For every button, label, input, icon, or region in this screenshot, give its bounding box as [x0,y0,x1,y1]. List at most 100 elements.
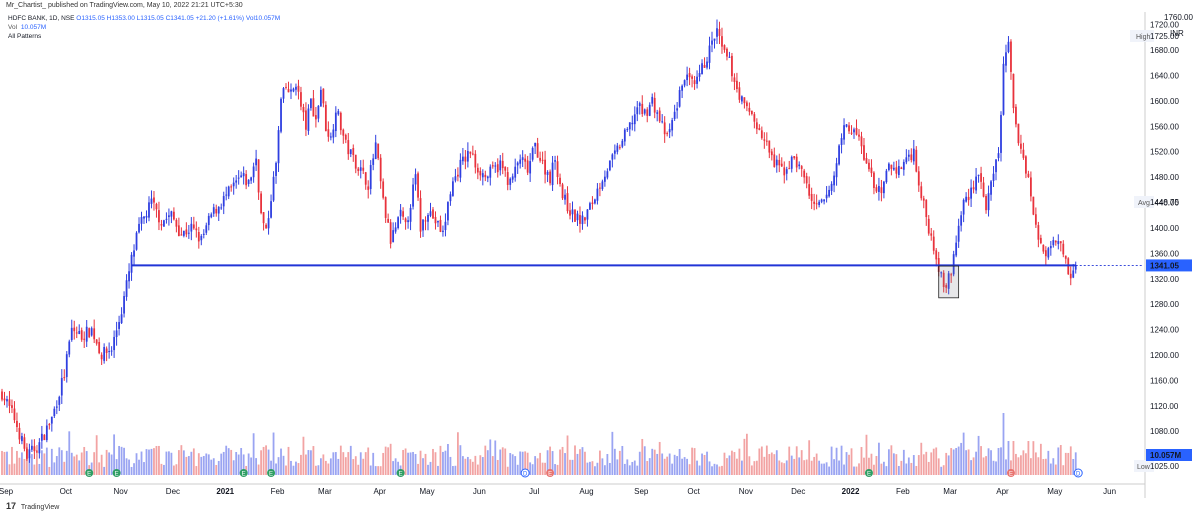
legend-vol-label[interactable]: Vol [8,24,18,31]
volume-bar [227,448,230,475]
candle-body [314,115,317,120]
tradingview-brand: TradingView [20,504,60,511]
volume-bar [713,463,716,475]
candle-body [820,199,823,202]
volume-bar [444,450,447,475]
candle-body [68,341,71,355]
candle-body [860,136,863,147]
candle-body [21,436,23,442]
volume-bar [384,446,387,475]
volume-badge [1146,449,1192,461]
candle-body [200,235,203,241]
candle-body [922,198,925,201]
volume-bar [1069,446,1072,475]
candle-body [359,167,362,171]
volume-bar [402,449,404,475]
volume-bar [252,433,255,475]
volume-bar [339,445,342,475]
volume-bar [217,460,220,475]
candle-body [686,74,688,81]
candle-body [287,89,290,93]
candle-body [1049,246,1052,249]
candle-body [848,125,850,132]
candle-body [780,163,783,167]
candle-body [539,157,542,161]
volume-bar [48,466,51,475]
volume-bar [105,449,108,475]
legend-symbol[interactable]: HDFC BANK, 1D, NSE [8,15,75,22]
candle-body [566,193,569,212]
candle-body [222,196,225,207]
volume-bar [830,446,833,475]
candle-body [48,424,51,426]
candle-body [220,207,223,209]
candle-body [40,433,43,441]
volume-bar [479,455,482,475]
candle-body [457,174,459,177]
candle-body [596,188,599,201]
candle-body [399,209,402,217]
candle-body [992,173,995,181]
volume-bar [623,463,626,475]
candle-body [382,181,385,198]
volume-bar [868,457,870,475]
volume-bar [30,454,33,475]
candle-body [33,446,36,452]
candle-body [818,201,821,205]
volume-bar [753,461,756,475]
x-tick-label: Mar [943,487,957,496]
event-marker-earnings [396,469,405,477]
time-axis[interactable]: Sep Oct Nov Dec 2021 Feb Mar Apr May Jun Jul Aug Sep… [0,483,1145,496]
candle-body [825,194,828,199]
y-tick-label: 1400.00 [1150,224,1179,233]
candle-body [803,170,806,178]
publisher-line: Mr_Chartist_ published on TradingView.co… [0,0,1200,12]
volume-bar [743,438,746,475]
low-label: Low [1137,464,1151,471]
candle-body [26,448,28,459]
candle-body [319,89,322,107]
candle-body [594,199,596,204]
candle-body [706,61,708,68]
candle-body [564,194,566,200]
candle-body [987,193,990,211]
volume-bar [21,452,23,475]
candle-body [743,97,746,104]
candle-body [392,230,395,243]
candle-body [377,143,380,159]
candle-body [469,151,472,154]
legend-patterns[interactable]: All Patterns [8,33,42,40]
volume-bar [646,460,649,475]
volume-bar [205,453,208,475]
volume-bar [947,455,950,475]
candle-body [975,176,977,191]
candle-body [130,254,133,273]
y-tick-label: 1280.00 [1150,300,1179,309]
candle-body [554,160,556,162]
volume-bar [230,449,233,475]
volume-bar [347,452,350,475]
candle-body [464,156,467,162]
candle-body [247,179,250,184]
candle-body [917,171,920,186]
volume-bar [357,464,360,475]
event-glyph: E [115,472,119,478]
candle-body [863,145,865,160]
volume-bar [302,436,305,475]
volume-bar [663,458,666,475]
volume-bar [362,458,365,475]
volume-bar [1054,464,1057,475]
volume-bar [925,451,928,475]
candle-body [793,156,796,159]
volume-bar [155,445,158,475]
price-axis[interactable]: 1040.001080.001120.001160.001200.001240.… [1130,12,1193,498]
volume-bar [257,464,260,475]
volume-bar [608,462,611,475]
volume-bar [1029,458,1032,475]
candle-body [556,161,559,178]
volume-bar [960,442,963,475]
candle-body [277,130,280,164]
volume-bar [586,462,589,475]
candle-body [295,86,297,90]
